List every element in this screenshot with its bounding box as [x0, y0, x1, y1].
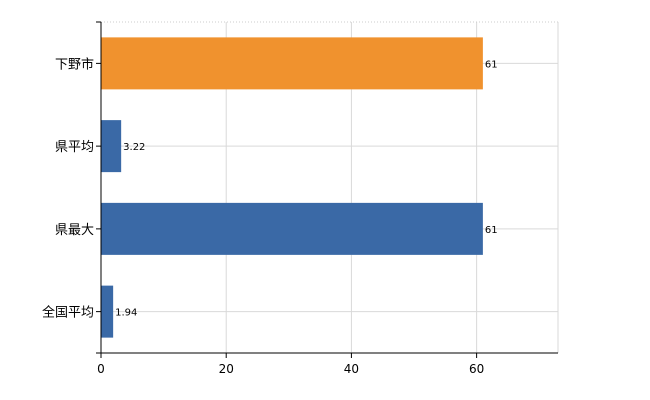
x-tick-label: 60 [469, 362, 484, 376]
x-tick-label: 20 [219, 362, 234, 376]
bar-value-label: 61 [485, 225, 498, 236]
y-tick-label: 全国平均 [42, 305, 94, 321]
axes [96, 21, 558, 358]
x-tick-label: 40 [344, 362, 359, 376]
bars [101, 37, 483, 338]
y-tick-label: 県最大 [55, 223, 94, 238]
bar-4 [101, 285, 114, 338]
bar-value-label: 61 [485, 59, 498, 70]
x-tick-label: 0 [97, 362, 105, 376]
y-tick-label: 下野市 [55, 56, 94, 72]
bar-value-label: 3.22 [123, 142, 145, 153]
y-tick-label: 県平均 [55, 140, 94, 155]
bar-value-label: 1.94 [115, 308, 137, 319]
bar-2 [101, 120, 122, 173]
bar-1 [101, 37, 483, 90]
bar-3 [101, 202, 483, 255]
